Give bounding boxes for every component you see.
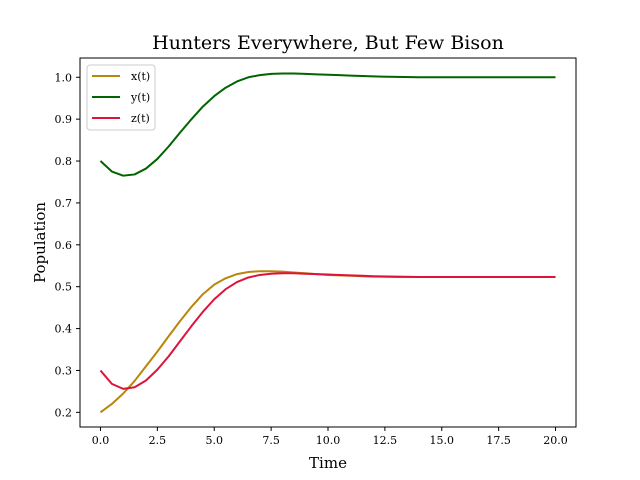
series-line-yt bbox=[99, 72, 556, 177]
x-tick-label: 10.0 bbox=[316, 434, 341, 447]
legend-label: y(t) bbox=[130, 91, 150, 104]
y-tick-label: 0.9 bbox=[55, 113, 73, 126]
y-tick-label: 0.6 bbox=[55, 239, 73, 252]
x-tick-label: 5.0 bbox=[205, 434, 223, 447]
x-tick-label: 2.5 bbox=[149, 434, 167, 447]
y-tick-label: 1.0 bbox=[55, 71, 73, 84]
plot-area bbox=[99, 72, 556, 414]
x-tick-label: 20.0 bbox=[543, 434, 568, 447]
legend-label: z(t) bbox=[131, 112, 150, 125]
x-tick-label: 0.0 bbox=[92, 434, 110, 447]
y-tick-label: 0.3 bbox=[55, 364, 73, 377]
series-line-xt bbox=[99, 270, 556, 414]
chart-title: Hunters Everywhere, But Few Bison bbox=[152, 32, 504, 54]
y-tick-label: 0.8 bbox=[55, 155, 73, 168]
y-tick-label: 0.5 bbox=[55, 281, 73, 294]
x-tick-label: 7.5 bbox=[262, 434, 280, 447]
x-tick-label: 12.5 bbox=[373, 434, 398, 447]
series-line-zt bbox=[99, 272, 556, 390]
y-tick-label: 0.2 bbox=[55, 406, 73, 419]
y-axis: 0.2 0.3 0.4 0.5 0.6 0.7 0.8 0.9 1.0 bbox=[55, 71, 80, 419]
x-axis-label: Time bbox=[309, 454, 347, 472]
legend-box bbox=[86, 64, 156, 131]
legend: x(t) y(t) z(t) bbox=[86, 64, 156, 131]
y-axis-label: Population bbox=[31, 202, 49, 283]
x-tick-label: 15.0 bbox=[430, 434, 455, 447]
x-tick-label: 17.5 bbox=[486, 434, 511, 447]
legend-label: x(t) bbox=[131, 70, 150, 83]
y-tick-label: 0.7 bbox=[55, 197, 73, 210]
y-tick-label: 0.4 bbox=[55, 323, 73, 336]
x-axis: 0.0 2.5 5.0 7.5 10.0 12.5 15.0 17.5 20.0 bbox=[92, 427, 568, 447]
